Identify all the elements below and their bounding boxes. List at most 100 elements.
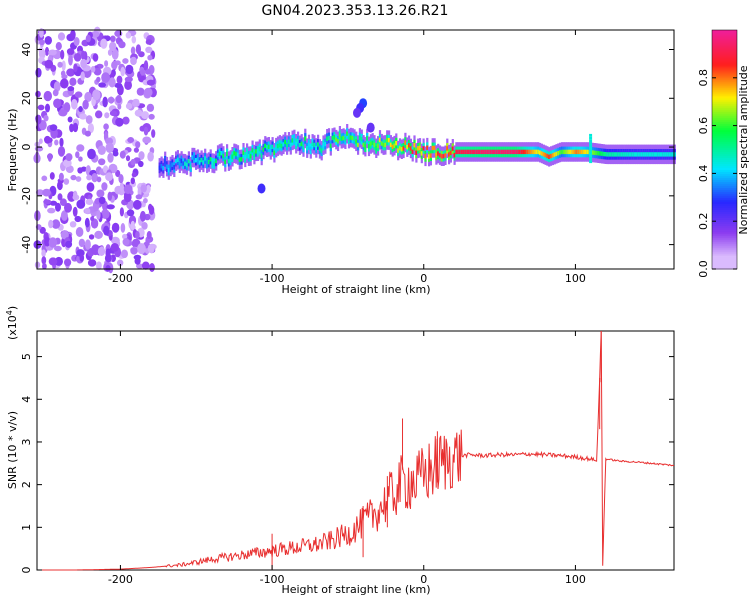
heatmap-cell <box>96 176 102 183</box>
heatmap-cell <box>650 152 653 157</box>
heatmap-cell <box>143 198 148 204</box>
heatmap-cell <box>104 112 110 119</box>
colorbar-cell <box>712 109 737 113</box>
heatmap-cell <box>589 154 593 158</box>
heatmap-cell <box>198 160 201 165</box>
colorbar-cell <box>712 95 737 99</box>
colorbar-cell <box>712 83 737 87</box>
heatmap-cell <box>562 149 565 155</box>
heatmap-cell <box>78 156 83 162</box>
heatmap-cell <box>75 227 84 237</box>
heatmap-cell <box>102 96 108 108</box>
y-multiplier-label: (x104) <box>5 306 20 340</box>
heatmap-cell <box>171 162 174 167</box>
heatmap-cell <box>493 149 496 155</box>
heatmap-cell <box>120 223 126 233</box>
heatmap-cell <box>122 116 130 125</box>
colorbar-cell <box>712 51 737 55</box>
colorbar-cell <box>712 227 737 230</box>
heatmap-cell <box>519 149 522 155</box>
heatmap-cell <box>97 145 106 155</box>
heatmap-cell <box>415 150 418 155</box>
heatmap-cell <box>187 158 190 164</box>
heatmap-cell <box>373 142 376 147</box>
heatmap-cell <box>522 149 525 155</box>
heatmap-cell <box>135 141 141 149</box>
heatmap-cell <box>141 222 148 230</box>
heatmap-cell <box>43 90 52 102</box>
heatmap-cell <box>57 61 63 68</box>
heatmap-cell <box>47 153 53 162</box>
heatmap-cell <box>429 153 432 158</box>
heatmap-cell <box>86 174 92 181</box>
heatmap-cell <box>553 152 556 157</box>
heatmap-cell <box>111 60 118 70</box>
x-tick-label: -100 <box>260 573 285 586</box>
heatmap-cell <box>659 152 662 157</box>
heatmap-cell <box>298 143 301 148</box>
heatmap-cell <box>112 150 119 157</box>
y-tick-label: -20 <box>20 187 33 205</box>
heatmap-cell <box>122 238 130 246</box>
heatmap-cell <box>115 117 124 127</box>
heatmap-cell <box>35 189 45 196</box>
colorbar-cell <box>712 169 737 173</box>
heatmap-cell <box>469 149 473 155</box>
heatmap-cell <box>580 149 584 155</box>
heatmap-cell <box>111 48 119 60</box>
y-tick-label: -40 <box>20 236 33 254</box>
heatmap-cell <box>655 152 658 157</box>
heatmap-cell <box>391 144 394 150</box>
heatmap-cell <box>548 154 551 159</box>
heatmap-cell <box>395 141 398 146</box>
heatmap-cell <box>74 215 82 223</box>
heatmap-cell <box>75 151 80 159</box>
colorbar-cell <box>712 63 737 67</box>
heatmap-cell <box>52 89 59 97</box>
heatmap-cell <box>244 155 247 160</box>
colorbar-cell <box>712 199 737 202</box>
x-tick-label: -100 <box>260 272 285 285</box>
heatmap-cell <box>132 100 140 108</box>
y-tick-label: 3 <box>20 438 33 445</box>
colorbar-cell <box>712 123 737 127</box>
heatmap-cell <box>318 146 321 151</box>
heatmap-cell <box>504 149 507 155</box>
colorbar-cell <box>712 151 737 155</box>
heatmap-cell <box>224 159 227 164</box>
heatmap-cell <box>117 103 122 110</box>
colorbar-cell <box>712 237 737 240</box>
heatmap-cell <box>41 256 47 265</box>
y-multiplier-close: ) <box>6 306 19 310</box>
heatmap-cell <box>347 136 351 141</box>
heatmap-cell <box>49 200 58 206</box>
colorbar-cell <box>712 47 737 51</box>
heatmap-cell <box>497 149 500 155</box>
heatmap-cell <box>180 158 183 164</box>
heatmap-cell <box>106 204 115 210</box>
colorbar-cell <box>712 207 737 210</box>
heatmap-cell <box>662 152 665 157</box>
heatmap-cell <box>66 48 75 56</box>
heatmap-cell <box>110 243 119 252</box>
heatmap-cell <box>337 139 340 144</box>
heatmap-cell <box>433 145 436 151</box>
heatmap-cell <box>589 148 593 152</box>
colorbar-cell <box>712 195 737 198</box>
colorbar-frame <box>711 29 738 270</box>
heatmap-cell <box>93 67 102 76</box>
heatmap-cell <box>49 172 55 180</box>
heatmap-cell <box>326 136 329 141</box>
heatmap-cell <box>206 161 209 166</box>
heatmap-cell <box>559 150 562 155</box>
heatmap-cell <box>66 68 75 77</box>
heatmap-cell <box>417 146 420 151</box>
heatmap-cell <box>604 152 607 157</box>
heatmap-cell <box>473 149 476 155</box>
heatmap-cell <box>130 177 135 185</box>
heatmap-cell <box>124 76 133 83</box>
heatmap-cell <box>393 143 396 148</box>
colorbar-cell <box>712 205 737 208</box>
heatmap-cell <box>409 146 412 151</box>
heatmap-cell <box>173 165 176 170</box>
